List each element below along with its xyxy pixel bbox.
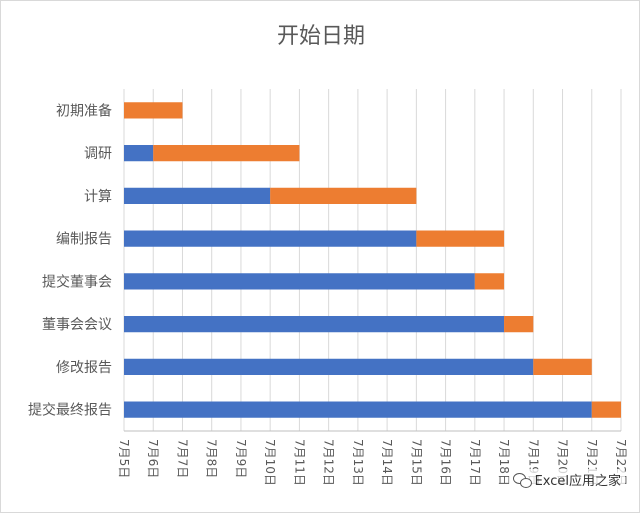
bar-duration	[270, 187, 417, 204]
bars	[124, 102, 621, 418]
x-tick-label: 7月17日	[468, 439, 482, 486]
bar-start-offset	[124, 401, 592, 418]
bar-start-offset	[124, 187, 271, 204]
watermark-text: Excel应用之家	[534, 474, 621, 489]
bar-duration	[591, 401, 621, 418]
y-tick-label: 提交最终报告	[28, 402, 112, 419]
bar-duration	[504, 316, 534, 333]
x-tick-label: 7月18日	[497, 439, 511, 486]
bar-start-offset	[124, 273, 475, 290]
x-tick-label: 7月9日	[234, 439, 248, 478]
y-tick-label: 调研	[84, 146, 112, 162]
x-tick-label: 7月8日	[205, 439, 219, 478]
x-tick-label: 7月6日	[146, 439, 160, 478]
x-tick-label: 7月16日	[439, 439, 453, 486]
y-tick-label: 编制报告	[56, 232, 112, 248]
x-tick-label: 7月5日	[117, 439, 131, 478]
bar-start-offset	[124, 358, 534, 375]
x-tick-label: 7月14日	[380, 439, 394, 486]
bar-start-offset	[124, 316, 505, 333]
x-tick-label: 7月7日	[175, 439, 189, 478]
chart-title: 开始日期	[277, 24, 365, 49]
watermark: Excel应用之家	[508, 469, 625, 490]
x-tick-label: 7月12日	[322, 439, 336, 486]
bar-duration	[474, 273, 505, 290]
bar-duration	[533, 358, 592, 375]
bar-duration	[153, 145, 300, 162]
y-tick-label: 提交董事会	[42, 273, 112, 290]
wechat-icon	[512, 472, 532, 488]
bar-start-offset	[124, 145, 154, 162]
y-tick-label: 修改报告	[56, 360, 112, 376]
y-tick-label: 董事会会议	[42, 317, 112, 333]
bar-start-offset	[124, 230, 417, 247]
x-tick-label: 7月15日	[409, 439, 423, 486]
y-tick-label: 初期准备	[56, 102, 112, 119]
bar-duration	[124, 102, 183, 119]
y-tick-label: 计算	[84, 189, 112, 205]
x-tick-label: 7月10日	[263, 439, 277, 486]
x-tick-label: 7月13日	[351, 439, 365, 486]
gridlines	[123, 89, 622, 432]
x-tick-label: 7月11日	[292, 439, 306, 486]
bar-duration	[416, 230, 505, 247]
